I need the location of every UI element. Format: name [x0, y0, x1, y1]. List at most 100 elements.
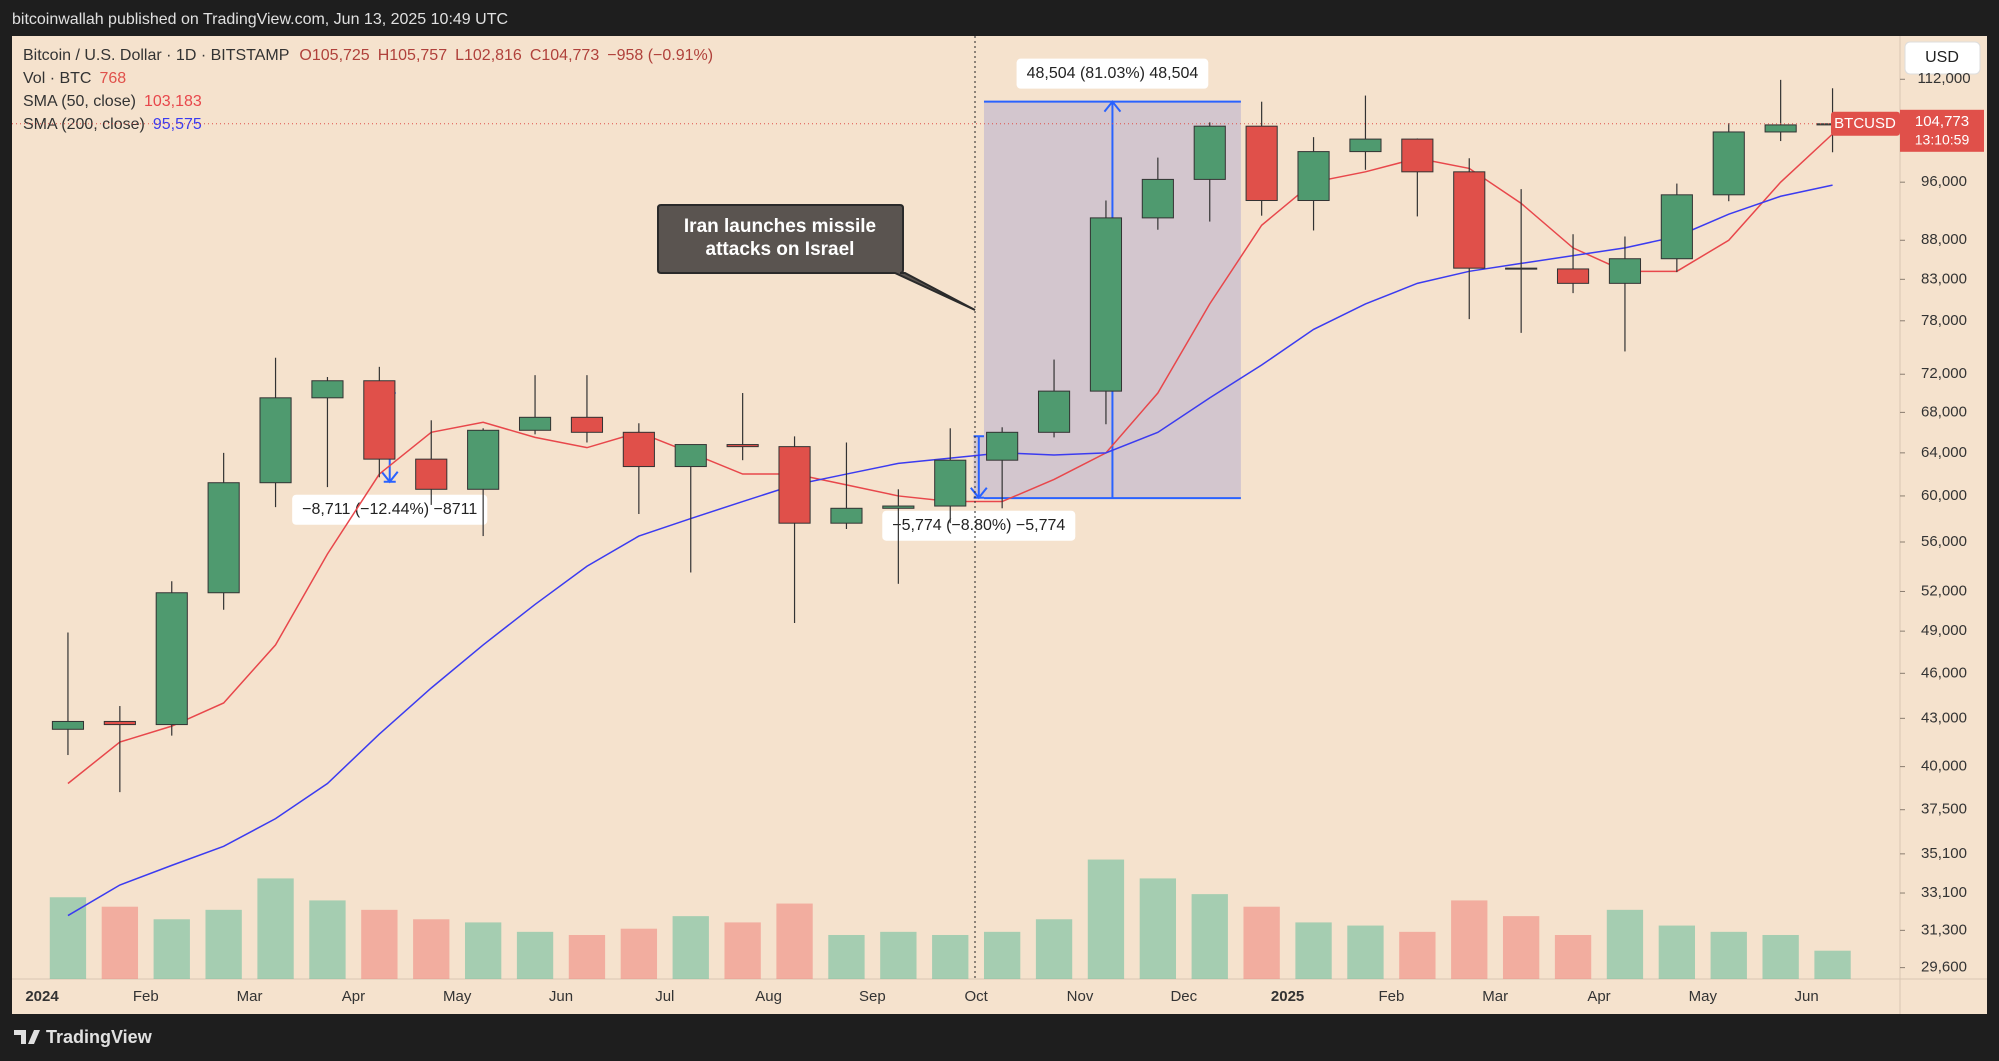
publisher: bitcoinwallah published on TradingView.c…	[12, 11, 508, 28]
legend-sma: SMA (200, close) 95,575	[23, 116, 202, 133]
y-tick-label: 29,600	[1921, 959, 1967, 976]
candle-body	[259, 397, 292, 484]
x-tick-label: Jun	[1795, 988, 1819, 1005]
volume-bar	[464, 922, 502, 979]
x-tick-label: Nov	[1067, 988, 1094, 1005]
volume-bar	[672, 916, 709, 979]
volume-bar	[413, 919, 450, 979]
x-tick-label: Mar	[1482, 988, 1508, 1005]
volume-bar	[1658, 925, 1696, 979]
y-tick-label: 37,500	[1921, 801, 1967, 818]
volume-bar	[205, 909, 242, 979]
y-tick-label: 64,000	[1921, 444, 1967, 461]
y-tick-label: 72,000	[1921, 365, 1967, 382]
plot: 48,504 (81.03%) 48,504 −8,711 (−12.44%) −…	[49, 58, 1851, 979]
candle-body	[1712, 131, 1745, 196]
volume-bar	[932, 934, 969, 979]
volume-bar	[983, 931, 1021, 979]
x-tick-label: Mar	[237, 988, 263, 1005]
candle-body	[674, 444, 707, 468]
sma-name: SMA (200, close)	[23, 116, 145, 133]
candle-body	[363, 380, 396, 460]
legend-sma: SMA (50, close) 103,183	[23, 93, 202, 110]
volume-bar	[1399, 931, 1436, 979]
brand: TradingView	[46, 1027, 153, 1047]
x-tick-label: May	[1689, 988, 1718, 1005]
candle-body	[51, 720, 85, 730]
candle-body	[1660, 194, 1693, 260]
y-tick-label: 60,000	[1921, 487, 1967, 504]
y-tick-label: 52,000	[1921, 582, 1967, 599]
y-tick-label: 46,000	[1921, 664, 1967, 681]
volume-bar	[1243, 906, 1280, 979]
x-tick-label: Feb	[1378, 988, 1404, 1005]
volume-bar	[1710, 931, 1747, 979]
measure-label: −5,774 (−8.80%) −5,774	[892, 517, 1065, 534]
volume-bar	[1762, 934, 1799, 979]
volume-bar	[309, 900, 346, 979]
volume-bar	[724, 922, 761, 979]
x-tick-label: Oct	[965, 988, 989, 1005]
change: −958 (−0.91%)	[607, 47, 713, 64]
y-tick-label: 83,000	[1921, 270, 1967, 287]
candle-body	[1037, 390, 1071, 433]
volume-bar	[1606, 909, 1644, 979]
candle-body	[986, 431, 1019, 461]
y-tick-label: 33,100	[1921, 884, 1967, 901]
sma-value: 103,183	[144, 93, 202, 110]
candle-body	[1453, 171, 1486, 269]
y-tick-label: 68,000	[1921, 403, 1967, 420]
callout: Iran launches missile attacks on Israel	[657, 204, 976, 311]
candle-body	[882, 505, 915, 509]
volume-bar	[1035, 919, 1073, 979]
y-tick-label: 35,100	[1921, 845, 1967, 862]
measure-label-box	[882, 510, 1076, 541]
volume-bar	[1814, 950, 1851, 979]
volume-bar	[1554, 934, 1592, 979]
measure-label-box	[1016, 58, 1209, 89]
volume-bar	[1087, 859, 1125, 979]
x-tick-label: Jun	[549, 988, 573, 1005]
volume-bar	[1295, 922, 1332, 979]
candle-body	[1141, 178, 1174, 219]
currency[interactable]: USD	[1925, 49, 1959, 66]
y-tick-label: 112,000	[1917, 70, 1970, 87]
currency-button[interactable]	[1904, 41, 1981, 75]
ohlc: C104,773	[530, 47, 599, 64]
candle-body	[1349, 138, 1382, 153]
symbol-badge	[1831, 111, 1900, 136]
symbol-badge-text: BTCUSD	[1834, 115, 1896, 132]
candle-body	[1608, 258, 1642, 284]
arrow-head	[380, 471, 399, 484]
legend-volume: Vol · BTC 768	[23, 70, 126, 87]
candle-body	[570, 416, 604, 433]
candle-body	[1556, 268, 1590, 284]
y-tick-label: 31,300	[1921, 921, 1967, 938]
legend: Bitcoin / U.S. Dollar · 1D · BITSTAMP O10…	[23, 47, 713, 133]
volume-bar	[516, 931, 554, 979]
y-tick-label: 96,000	[1921, 173, 1967, 190]
volume-bar	[49, 897, 87, 979]
price-badge	[1900, 109, 1984, 152]
sma-name: SMA (50, close)	[23, 93, 136, 110]
volume-value: 768	[99, 70, 126, 87]
y-tick-label: 78,000	[1921, 312, 1967, 329]
symbol: Bitcoin / U.S. Dollar · 1D · BITSTAMP	[23, 47, 289, 64]
callout-text: Iran launches missile	[684, 216, 876, 237]
candle-body	[1505, 267, 1538, 270]
candle-body	[778, 446, 811, 524]
ohlc: H105,757	[378, 47, 447, 64]
candle-body	[726, 444, 759, 448]
callout-text: attacks on Israel	[706, 239, 855, 260]
candle-body	[518, 416, 552, 431]
measure-label-box	[292, 494, 488, 525]
candle-body	[1401, 138, 1434, 173]
x-tick-label: May	[443, 988, 472, 1005]
volume-bar	[776, 903, 813, 979]
x-tick-label: Dec	[1170, 988, 1197, 1005]
candle-body	[311, 380, 344, 399]
footer: TradingView	[14, 1027, 153, 1047]
candle-body	[1193, 125, 1226, 180]
volume-bar	[1451, 900, 1488, 979]
